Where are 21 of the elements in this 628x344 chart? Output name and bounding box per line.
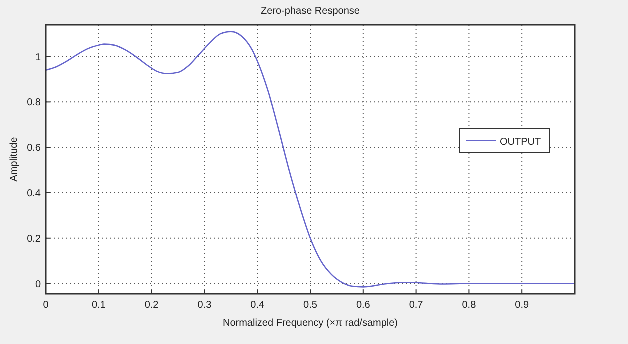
line-series	[46, 31, 575, 288]
x-tick-label: 0.7	[409, 300, 424, 311]
y-axis-title: Amplitude	[9, 136, 20, 182]
x-tick-label: 0.8	[462, 300, 477, 311]
x-tick-label: 0.3	[198, 300, 212, 311]
x-tick-label: 0.2	[144, 300, 160, 311]
x-tick-label: 0.5	[304, 300, 318, 311]
x-tick-label: 0.6	[356, 300, 371, 311]
legend-label: OUTPUT	[500, 136, 542, 148]
x-tick-label: 0.9	[515, 300, 530, 311]
y-tick-label: 0.6	[27, 143, 42, 154]
y-tick-label: 0.2	[27, 234, 42, 245]
x-tick-label: 0.1	[92, 300, 106, 311]
x-tick-label: 0	[43, 300, 50, 311]
y-tick-label: 1	[35, 52, 42, 64]
x-axis-title: Normalized Frequency (×π rad/sample)	[222, 318, 398, 329]
y-tick-label: 0.8	[27, 98, 42, 109]
x-tick-label: 0.4	[250, 300, 265, 311]
chart-title: Zero-phase Response	[261, 6, 360, 17]
y-tick-label: 0	[35, 279, 42, 290]
y-tick-label: 0.4	[27, 188, 42, 200]
